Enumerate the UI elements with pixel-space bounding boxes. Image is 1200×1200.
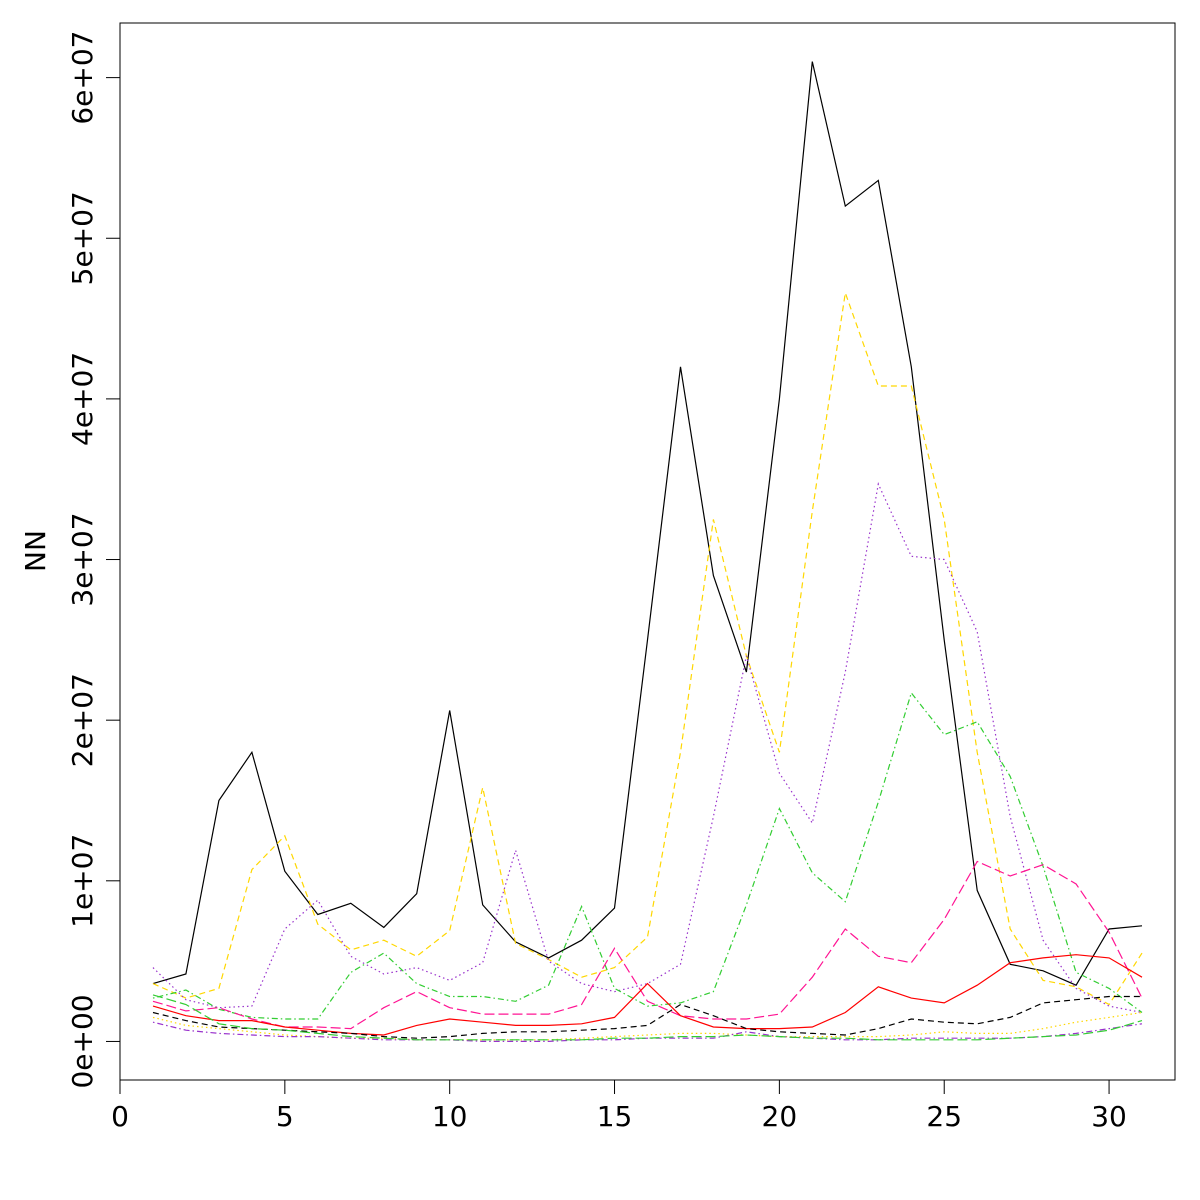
series-line-2 xyxy=(152,292,1143,1006)
series-line-4 xyxy=(152,691,1143,1020)
y-tick-label: 1e+07 xyxy=(66,834,99,928)
y-axis-title: NN xyxy=(19,530,52,572)
x-tick-label: 25 xyxy=(926,1100,962,1133)
y-tick-label: 2e+07 xyxy=(66,673,99,767)
x-tick-label: 15 xyxy=(597,1100,633,1133)
x-tick-label: 20 xyxy=(762,1100,798,1133)
series-line-6 xyxy=(152,954,1143,1036)
x-tick-label: 30 xyxy=(1091,1100,1127,1133)
y-axis: 0e+00 1e+07 2e+07 3e+07 4e+07 5e+07 6e+07 xyxy=(66,31,121,1089)
y-tick-label: 6e+07 xyxy=(66,31,99,125)
series-line-9 xyxy=(152,1021,1143,1043)
plot-area-frame xyxy=(119,22,1176,1081)
y-tick-label: 3e+07 xyxy=(66,512,99,606)
series-line-1 xyxy=(152,61,1143,986)
y-tick-label: 4e+07 xyxy=(66,352,99,446)
x-tick-label: 10 xyxy=(432,1100,468,1133)
series-line-8 xyxy=(152,1011,1143,1041)
series-line-3 xyxy=(152,481,1143,1014)
series-line-5 xyxy=(152,860,1143,1030)
series-line-10 xyxy=(152,994,1143,1041)
series-layer xyxy=(152,61,1143,1043)
x-tick-label: 0 xyxy=(111,1100,129,1133)
x-tick-label: 5 xyxy=(276,1100,294,1133)
y-tick-label: 5e+07 xyxy=(66,191,99,285)
x-axis: 0 5 10 15 20 25 30 xyxy=(111,1079,1127,1133)
y-tick-label: 0e+00 xyxy=(66,994,99,1088)
